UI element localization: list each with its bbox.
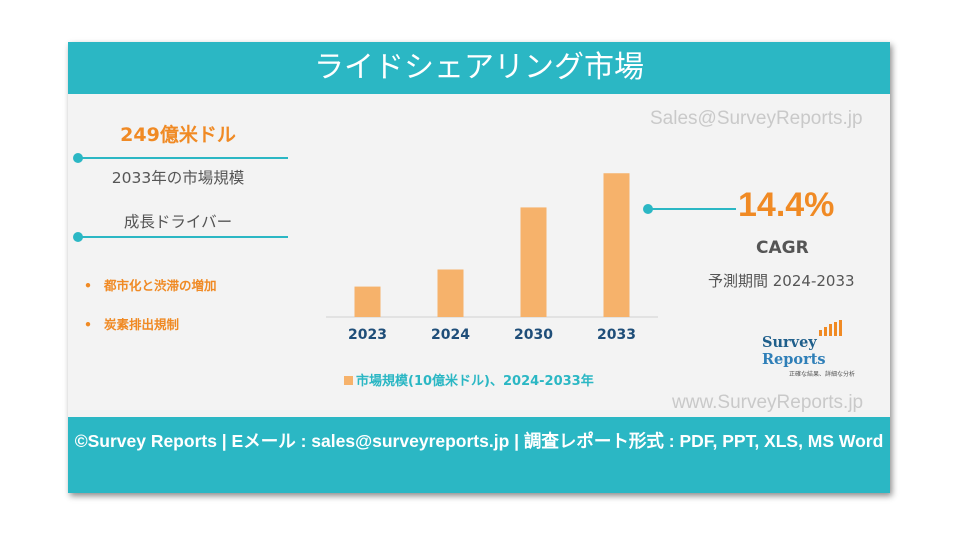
legend-swatch <box>344 376 353 385</box>
footer-text: ©Survey Reports | Eメール : sales@surveyrep… <box>74 431 884 451</box>
infographic-card: ライドシェアリング市場 Sales@SurveyReports.jp www.S… <box>68 42 890 493</box>
watermark-website: www.SurveyReports.jp <box>672 392 864 413</box>
x-tick-label: 2023 <box>348 327 387 343</box>
chart-legend: 市場規模(10億米ドル)、2024-2033年 <box>344 370 594 389</box>
bar-2030 <box>520 207 547 317</box>
market-value-caption: 2033年の市場規模 <box>111 169 245 187</box>
cagr-line <box>648 208 736 210</box>
logo-name-survey: Survey <box>762 334 817 351</box>
cagr-label: CAGR <box>756 238 809 258</box>
survey-reports-logo: Survey Reports 正確な結果、詳細な分析 <box>762 320 882 378</box>
market-size-bar-chart: 2023 2024 2030 2033 <box>326 173 658 343</box>
divider-line <box>78 236 288 238</box>
drivers-list: 都市化と渋滞の増加 炭素排出規制 <box>84 275 217 353</box>
x-tick-label: 2024 <box>431 327 470 343</box>
logo-name-reports: Reports <box>762 351 826 368</box>
legend-label: 市場規模(10億米ドル)、2024-2033年 <box>356 374 594 389</box>
x-tick-label: 2030 <box>514 327 553 343</box>
cagr-value: 14.4% <box>738 186 835 224</box>
driver-item: 炭素排出規制 <box>84 314 217 333</box>
market-value: 249億米ドル <box>120 124 236 146</box>
driver-item: 都市化と渋滞の増加 <box>84 275 217 294</box>
bar-2033 <box>603 173 630 317</box>
divider-line <box>78 157 288 159</box>
drivers-title: 成長ドライバー <box>123 213 233 231</box>
footer-bar: ©Survey Reports | Eメール : sales@surveyrep… <box>68 417 890 493</box>
watermark-email: Sales@SurveyReports.jp <box>650 108 863 129</box>
logo-tagline: 正確な結果、詳細な分析 <box>788 371 855 378</box>
page-title: ライドシェアリング市場 <box>68 42 890 94</box>
x-tick-label: 2033 <box>597 327 636 343</box>
bar-chart-logo-icon <box>819 320 842 336</box>
forecast-period: 予測期間 2024-2033 <box>708 272 855 290</box>
bar-2024 <box>437 269 464 317</box>
bar-2023 <box>354 286 381 317</box>
